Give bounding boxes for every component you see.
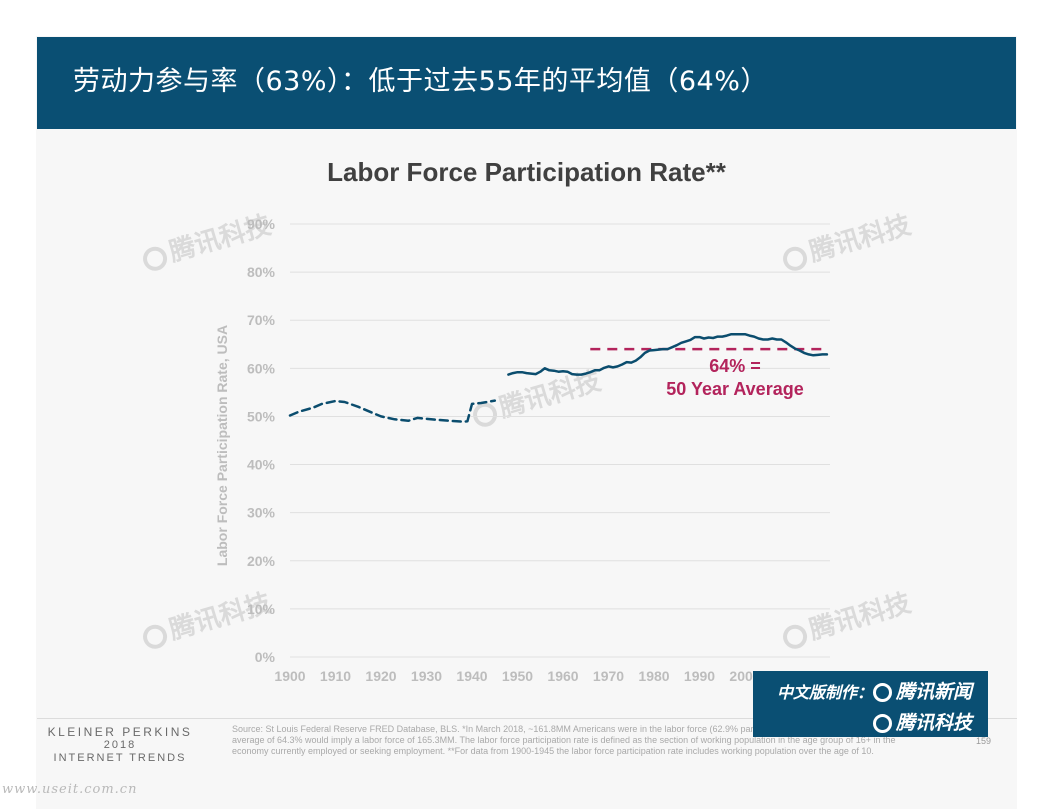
x-tick-label: 1950 — [502, 668, 533, 684]
average-annotation: 64% = 50 Year Average — [640, 355, 830, 401]
x-tick-label: 1910 — [320, 668, 351, 684]
y-axis-label: Labor Force Participation Rate, USA — [214, 325, 230, 566]
average-annotation-line2: 50 Year Average — [666, 379, 804, 399]
x-tick-label: 1980 — [638, 668, 669, 684]
brand-year: 2018 — [103, 739, 137, 751]
tencent-news-brand: 腾讯新闻 — [873, 677, 972, 704]
x-tick-label: 1990 — [684, 668, 715, 684]
tencent-tech-brand: 腾讯科技 — [873, 708, 972, 735]
source-line: Source: St Louis Federal Reserve FRED Da… — [232, 724, 883, 734]
tencent-logo-icon — [873, 714, 892, 733]
y-tick-label: 10% — [247, 601, 276, 617]
y-tick-label: 70% — [247, 312, 276, 328]
y-tick-label: 0% — [255, 649, 276, 665]
y-tick-label: 50% — [247, 408, 276, 424]
brand-name: KLEINER PERKINS — [47, 725, 193, 739]
source-line: average of 64.3% would imply a labor for… — [232, 735, 896, 745]
series-line-solid — [507, 332, 829, 376]
x-tick-label: 1960 — [547, 668, 578, 684]
x-tick-label: 1970 — [593, 668, 624, 684]
tencent-credit-box: 中文版制作： 腾讯新闻 腾讯科技 — [753, 671, 988, 737]
average-annotation-line1: 64% = — [709, 356, 761, 376]
footer-divider — [37, 718, 1017, 719]
site-url: www.useit.com.cn — [2, 782, 138, 797]
slide-title: 劳动力参与率（63%）：低于过去55年的平均值（64%） — [73, 66, 768, 97]
page-number: 159 — [976, 736, 992, 746]
chart-title: Labor Force Participation Rate** — [327, 157, 726, 187]
series-line-dashed — [288, 399, 497, 423]
y-tick-label: 30% — [247, 505, 276, 521]
y-tick-label: 20% — [247, 553, 276, 569]
source-line: economy currently employed or seeking em… — [232, 746, 874, 756]
y-tick-label: 40% — [247, 457, 276, 473]
x-tick-label: 2000 — [729, 668, 760, 684]
y-tick-label: 60% — [247, 360, 276, 376]
source-note: Source: St Louis Federal Reserve FRED Da… — [232, 724, 952, 757]
x-tick-label: 1930 — [411, 668, 442, 684]
x-tick-label: 1900 — [274, 668, 305, 684]
credit-label: 中文版制作： — [777, 683, 874, 702]
x-tick-label: 1940 — [456, 668, 487, 684]
tencent-logo-icon — [873, 683, 892, 702]
y-tick-label: 90% — [247, 216, 276, 232]
kleiner-perkins-logo: KLEINER PERKINS 2018 INTERNET TRENDS — [40, 726, 200, 765]
title-banner — [37, 37, 1016, 129]
brand-subtitle: INTERNET TRENDS — [53, 752, 187, 764]
y-tick-label: 80% — [247, 264, 276, 280]
x-tick-label: 1920 — [365, 668, 396, 684]
